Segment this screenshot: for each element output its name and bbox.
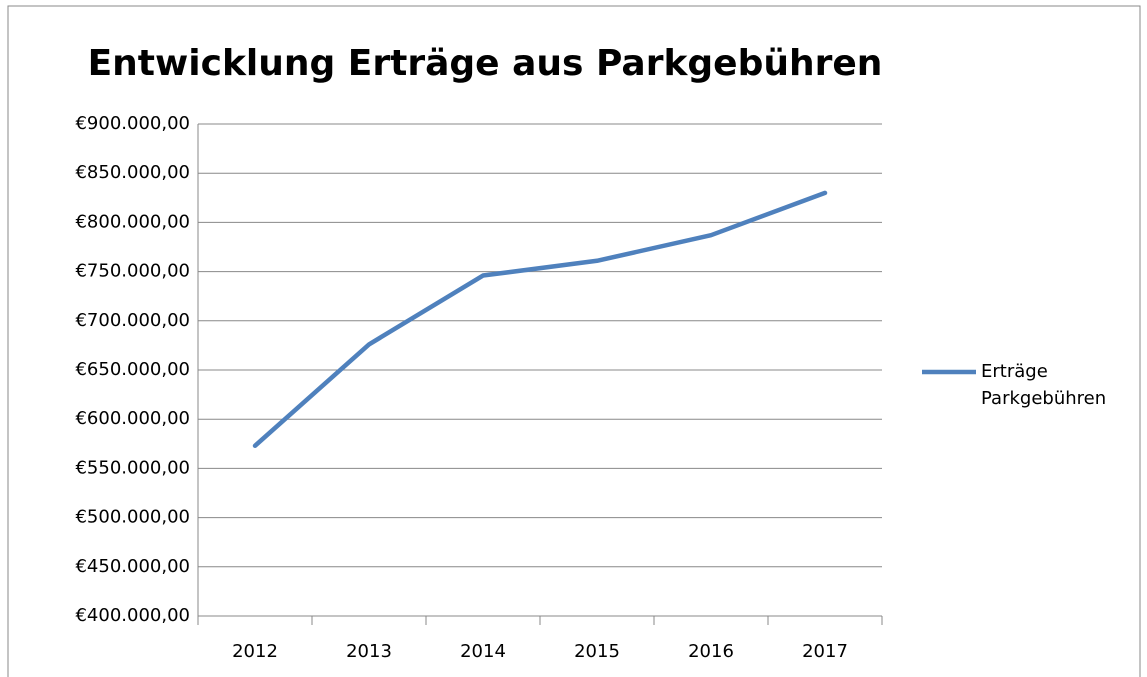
y-tick-label: €800.000,00 — [75, 211, 190, 232]
y-tick-label: €450.000,00 — [75, 556, 190, 577]
chart-title: Entwicklung Erträge aus Parkgebühren — [88, 43, 883, 84]
y-tick-label: €700.000,00 — [75, 310, 190, 331]
x-tick-label: 2017 — [802, 641, 848, 662]
legend-label: Erträge Parkgebühren — [981, 361, 1107, 409]
x-tick-label: 2014 — [460, 641, 506, 662]
y-tick-label: €500.000,00 — [75, 507, 190, 528]
y-tick-label: €600.000,00 — [75, 408, 190, 429]
x-tick-label: 2016 — [688, 641, 734, 662]
y-tick-label: €900.000,00 — [75, 113, 190, 134]
y-tick-label: €400.000,00 — [75, 605, 190, 626]
x-tick-label: 2013 — [346, 641, 392, 662]
chart-border — [7, 5, 1141, 677]
x-tick-label: 2012 — [232, 641, 278, 662]
y-tick-label: €850.000,00 — [75, 162, 190, 183]
y-tick-label: €650.000,00 — [75, 359, 190, 380]
data-line — [252, 190, 828, 449]
x-tick-label: 2015 — [574, 641, 620, 662]
y-tick-label: €750.000,00 — [75, 261, 190, 282]
y-tick-label: €550.000,00 — [75, 457, 190, 478]
